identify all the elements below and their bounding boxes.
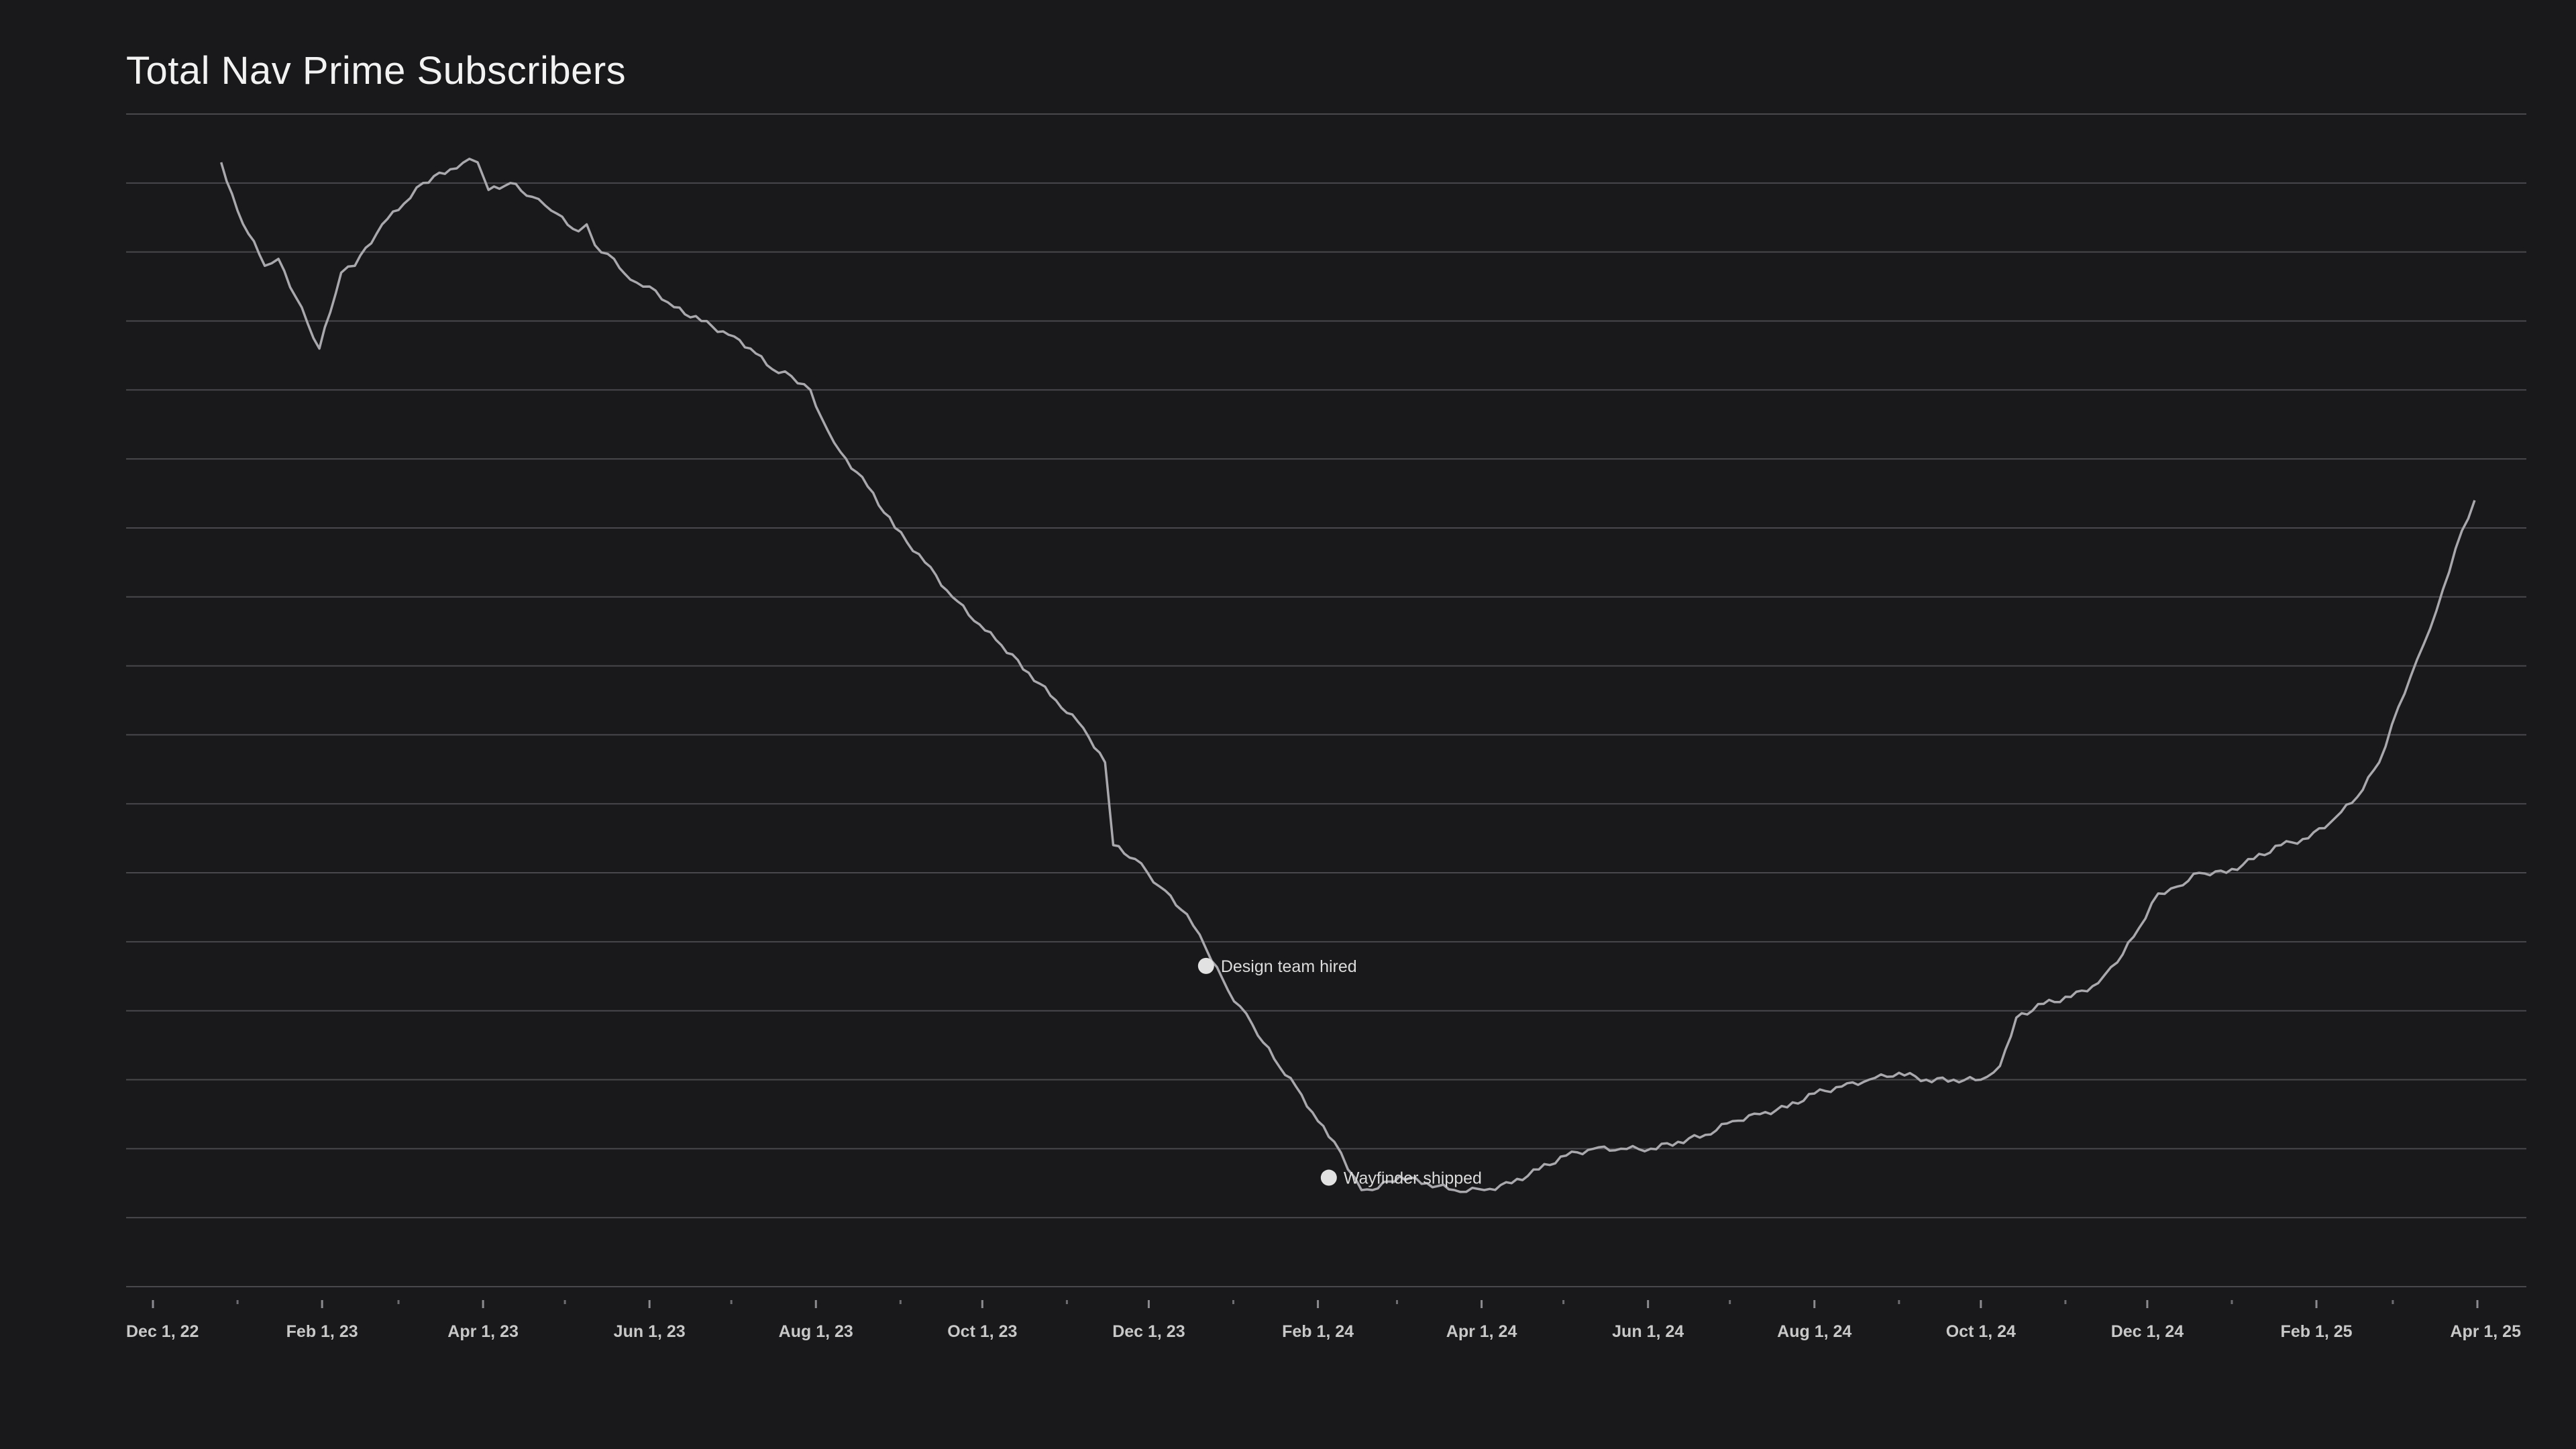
- x-tick-label: Jun 1, 23: [614, 1322, 686, 1341]
- x-tick-label: Feb 1, 23: [286, 1322, 358, 1341]
- x-tick-label: Oct 1, 23: [947, 1322, 1017, 1341]
- annotation-label: Design team hired: [1221, 957, 1357, 976]
- x-tick-label: Apr 1, 24: [1446, 1322, 1517, 1341]
- annotations: Design team hired Wayfinder shipped: [1197, 957, 1482, 1188]
- series-line: [220, 158, 2476, 1193]
- annotation-marker: [1320, 1169, 1337, 1186]
- x-tick-label: Dec 1, 23: [1112, 1322, 1185, 1341]
- annotation-label: Wayfinder shipped: [1344, 1169, 1482, 1188]
- annotation-marker: [1197, 957, 1214, 974]
- x-tick-label: Feb 1, 25: [2281, 1322, 2353, 1341]
- x-tick-label: Dec 1, 24: [2111, 1322, 2184, 1341]
- x-tick-label: Apr 1, 25: [2450, 1322, 2521, 1341]
- series-layer: [220, 158, 2476, 1193]
- x-tick-label: Oct 1, 24: [1946, 1322, 2016, 1341]
- x-axis: Dec 1, 22 Feb 1, 23 Apr 1, 23 Jun 1, 23 Aug …: [126, 1300, 2521, 1341]
- x-tick-label: Dec 1, 22: [126, 1322, 199, 1341]
- x-tick-label: Aug 1, 23: [779, 1322, 853, 1341]
- x-tick-label: Aug 1, 24: [1777, 1322, 1851, 1341]
- chart-title: Total Nav Prime Subscribers: [126, 49, 627, 93]
- x-tick-label: Jun 1, 24: [1612, 1322, 1684, 1341]
- gridlines: [126, 113, 2526, 1287]
- x-tick-label: Apr 1, 23: [447, 1322, 519, 1341]
- x-tick-label: Feb 1, 24: [1282, 1322, 1354, 1341]
